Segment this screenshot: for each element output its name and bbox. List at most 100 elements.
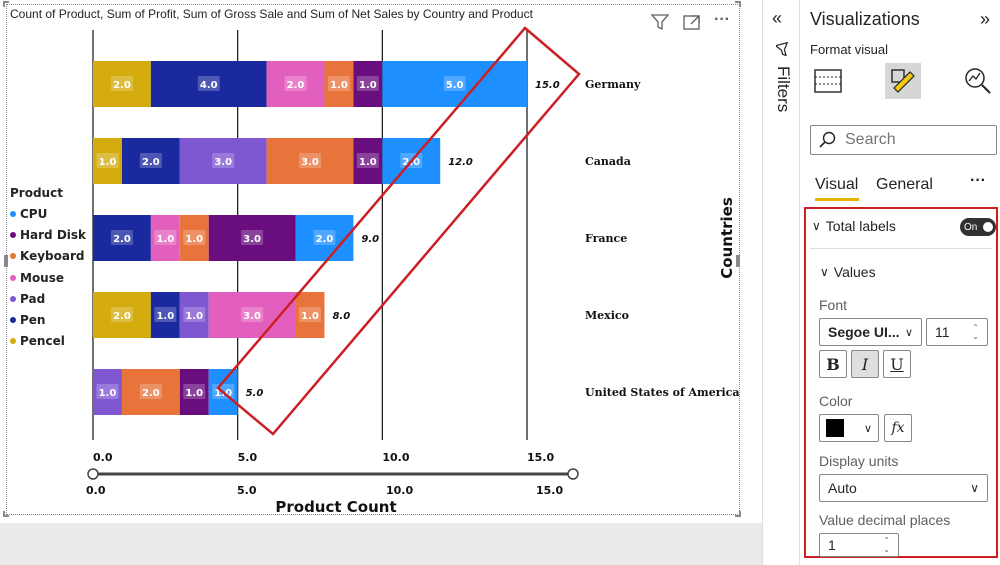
values-section[interactable]: ∨ Values bbox=[820, 264, 876, 280]
legend-dot bbox=[10, 274, 16, 281]
bar-segment[interactable] bbox=[179, 369, 209, 415]
tab-general[interactable]: General bbox=[876, 176, 933, 193]
underline-button[interactable]: U bbox=[883, 350, 911, 378]
zoom-slider-handle-end[interactable] bbox=[567, 468, 579, 480]
bar-segment[interactable] bbox=[295, 292, 325, 338]
data-label-background bbox=[96, 153, 119, 168]
more-options-icon[interactable]: ··· bbox=[714, 11, 730, 28]
x-axis-title: Product Count bbox=[275, 498, 396, 516]
bar-segment[interactable] bbox=[266, 138, 354, 184]
legend-label: CPU bbox=[20, 206, 48, 221]
legend-item-pencel[interactable]: Pencel bbox=[10, 331, 86, 352]
legend-item-pen[interactable]: Pen bbox=[10, 309, 86, 330]
y-axis-title: Countries bbox=[718, 197, 736, 279]
resize-handle-top-left[interactable] bbox=[3, 1, 9, 7]
zoom-slider-handle-start[interactable] bbox=[87, 468, 99, 480]
filter-icon[interactable] bbox=[650, 12, 670, 38]
collapse-chevron-icon[interactable]: « bbox=[772, 8, 783, 28]
bar-segment[interactable] bbox=[93, 215, 151, 261]
values-label: Values bbox=[833, 264, 876, 280]
table-grid-icon bbox=[814, 69, 842, 93]
active-tab-indicator bbox=[815, 198, 859, 201]
divider bbox=[810, 248, 992, 249]
data-label: 3.0 bbox=[243, 234, 261, 245]
build-visual-button[interactable] bbox=[810, 63, 846, 99]
legend-item-mouse[interactable]: Mouse bbox=[10, 267, 86, 288]
stepper-arrows-icon[interactable]: ⌃ ⌄ bbox=[972, 323, 979, 341]
color-picker[interactable]: ∨ bbox=[819, 414, 879, 442]
bar-segment[interactable] bbox=[179, 292, 209, 338]
resize-handle-top-right[interactable] bbox=[735, 1, 741, 7]
bar-segment[interactable] bbox=[93, 292, 151, 338]
data-label: 4.0 bbox=[200, 80, 218, 91]
bar-segment[interactable] bbox=[93, 369, 122, 415]
data-label: 1.0 bbox=[156, 311, 174, 322]
expand-chevron-icon[interactable]: » bbox=[980, 9, 991, 29]
legend-item-pad[interactable]: Pad bbox=[10, 288, 86, 309]
stepper-arrows-icon[interactable]: ⌃ ⌄ bbox=[883, 536, 890, 554]
data-label-background bbox=[313, 230, 336, 245]
tab-visual[interactable]: Visual bbox=[815, 176, 859, 193]
x-axis-tick-label: 0.0 bbox=[93, 451, 113, 464]
total-labels-label: Total labels bbox=[825, 218, 896, 234]
data-label-background bbox=[327, 76, 350, 91]
bar-segment[interactable] bbox=[121, 369, 180, 415]
y-axis-category-label: Canada bbox=[585, 155, 631, 168]
color-label: Color bbox=[819, 393, 853, 409]
bar-segment[interactable] bbox=[353, 61, 383, 107]
bar-segment[interactable] bbox=[93, 138, 122, 184]
legend-dot bbox=[10, 295, 16, 302]
bar-segment[interactable] bbox=[179, 215, 209, 261]
legend-item-cpu[interactable]: CPU bbox=[10, 203, 86, 224]
resize-handle-bottom-left[interactable] bbox=[3, 511, 9, 517]
more-options-button[interactable]: ··· bbox=[970, 172, 986, 189]
legend-item-hard-disk[interactable]: Hard Disk bbox=[10, 224, 86, 245]
bar-segment[interactable] bbox=[382, 61, 527, 107]
filters-pane[interactable] bbox=[762, 0, 800, 565]
bar-segment[interactable] bbox=[353, 138, 383, 184]
data-label: 2.0 bbox=[142, 388, 160, 399]
font-size-stepper[interactable]: 11 ⌃ ⌄ bbox=[926, 318, 988, 346]
bar-segment[interactable] bbox=[150, 292, 180, 338]
legend-item-keyboard[interactable]: Keyboard bbox=[10, 246, 86, 267]
data-label: 2.0 bbox=[113, 311, 131, 322]
analytics-magnifier-icon bbox=[965, 68, 991, 94]
resize-handle-bottom-right[interactable] bbox=[735, 511, 741, 517]
chevron-down-icon: ∨ bbox=[904, 326, 913, 339]
search-input[interactable] bbox=[843, 130, 993, 150]
font-size-value: 11 bbox=[935, 324, 950, 340]
bar-segment[interactable] bbox=[266, 61, 325, 107]
analytics-button[interactable] bbox=[960, 63, 996, 99]
canvas-footer-area bbox=[0, 523, 762, 565]
paintbrush-icon bbox=[891, 69, 915, 93]
filters-label[interactable]: Filters bbox=[774, 66, 793, 113]
bar-segment[interactable] bbox=[150, 215, 180, 261]
font-family-dropdown[interactable]: Segoe UI... ∨ bbox=[819, 318, 922, 346]
data-label: 1.0 bbox=[330, 80, 348, 91]
data-label-background bbox=[443, 76, 466, 91]
format-visual-button[interactable] bbox=[885, 63, 921, 99]
decimal-places-stepper[interactable]: 1 ⌃ ⌄ bbox=[819, 533, 899, 557]
bar-segment[interactable] bbox=[208, 215, 296, 261]
search-box[interactable] bbox=[810, 125, 997, 155]
total-labels-toggle[interactable]: On bbox=[960, 218, 996, 236]
bold-button[interactable]: B bbox=[819, 350, 847, 378]
legend-dot bbox=[10, 210, 16, 217]
bar-segment[interactable] bbox=[93, 61, 151, 107]
display-units-dropdown[interactable]: Auto ∨ bbox=[819, 474, 988, 502]
italic-button[interactable]: I bbox=[851, 350, 879, 378]
focus-mode-icon[interactable] bbox=[682, 12, 702, 38]
data-label-background bbox=[356, 76, 379, 91]
bar-segment[interactable] bbox=[121, 138, 180, 184]
stacked-bar-chart: 2.0 4.0 2.0 1.0 1.0 5.0 15.0 1.0 2.0 3.0 3.0 1.0 2.0… bbox=[86, 26, 740, 516]
y-axis-category-label: Mexico bbox=[585, 309, 629, 322]
bar-segment[interactable] bbox=[179, 138, 267, 184]
total-labels-section[interactable]: ∨ Total labels bbox=[812, 218, 896, 234]
resize-handle-left[interactable] bbox=[4, 255, 8, 267]
resize-handle-right[interactable] bbox=[736, 255, 740, 267]
bar-segment[interactable] bbox=[295, 215, 354, 261]
bar-segment[interactable] bbox=[324, 61, 354, 107]
data-label: 3.0 bbox=[243, 311, 261, 322]
conditional-format-button[interactable]: fx bbox=[884, 414, 912, 442]
bar-segment[interactable] bbox=[150, 61, 267, 107]
